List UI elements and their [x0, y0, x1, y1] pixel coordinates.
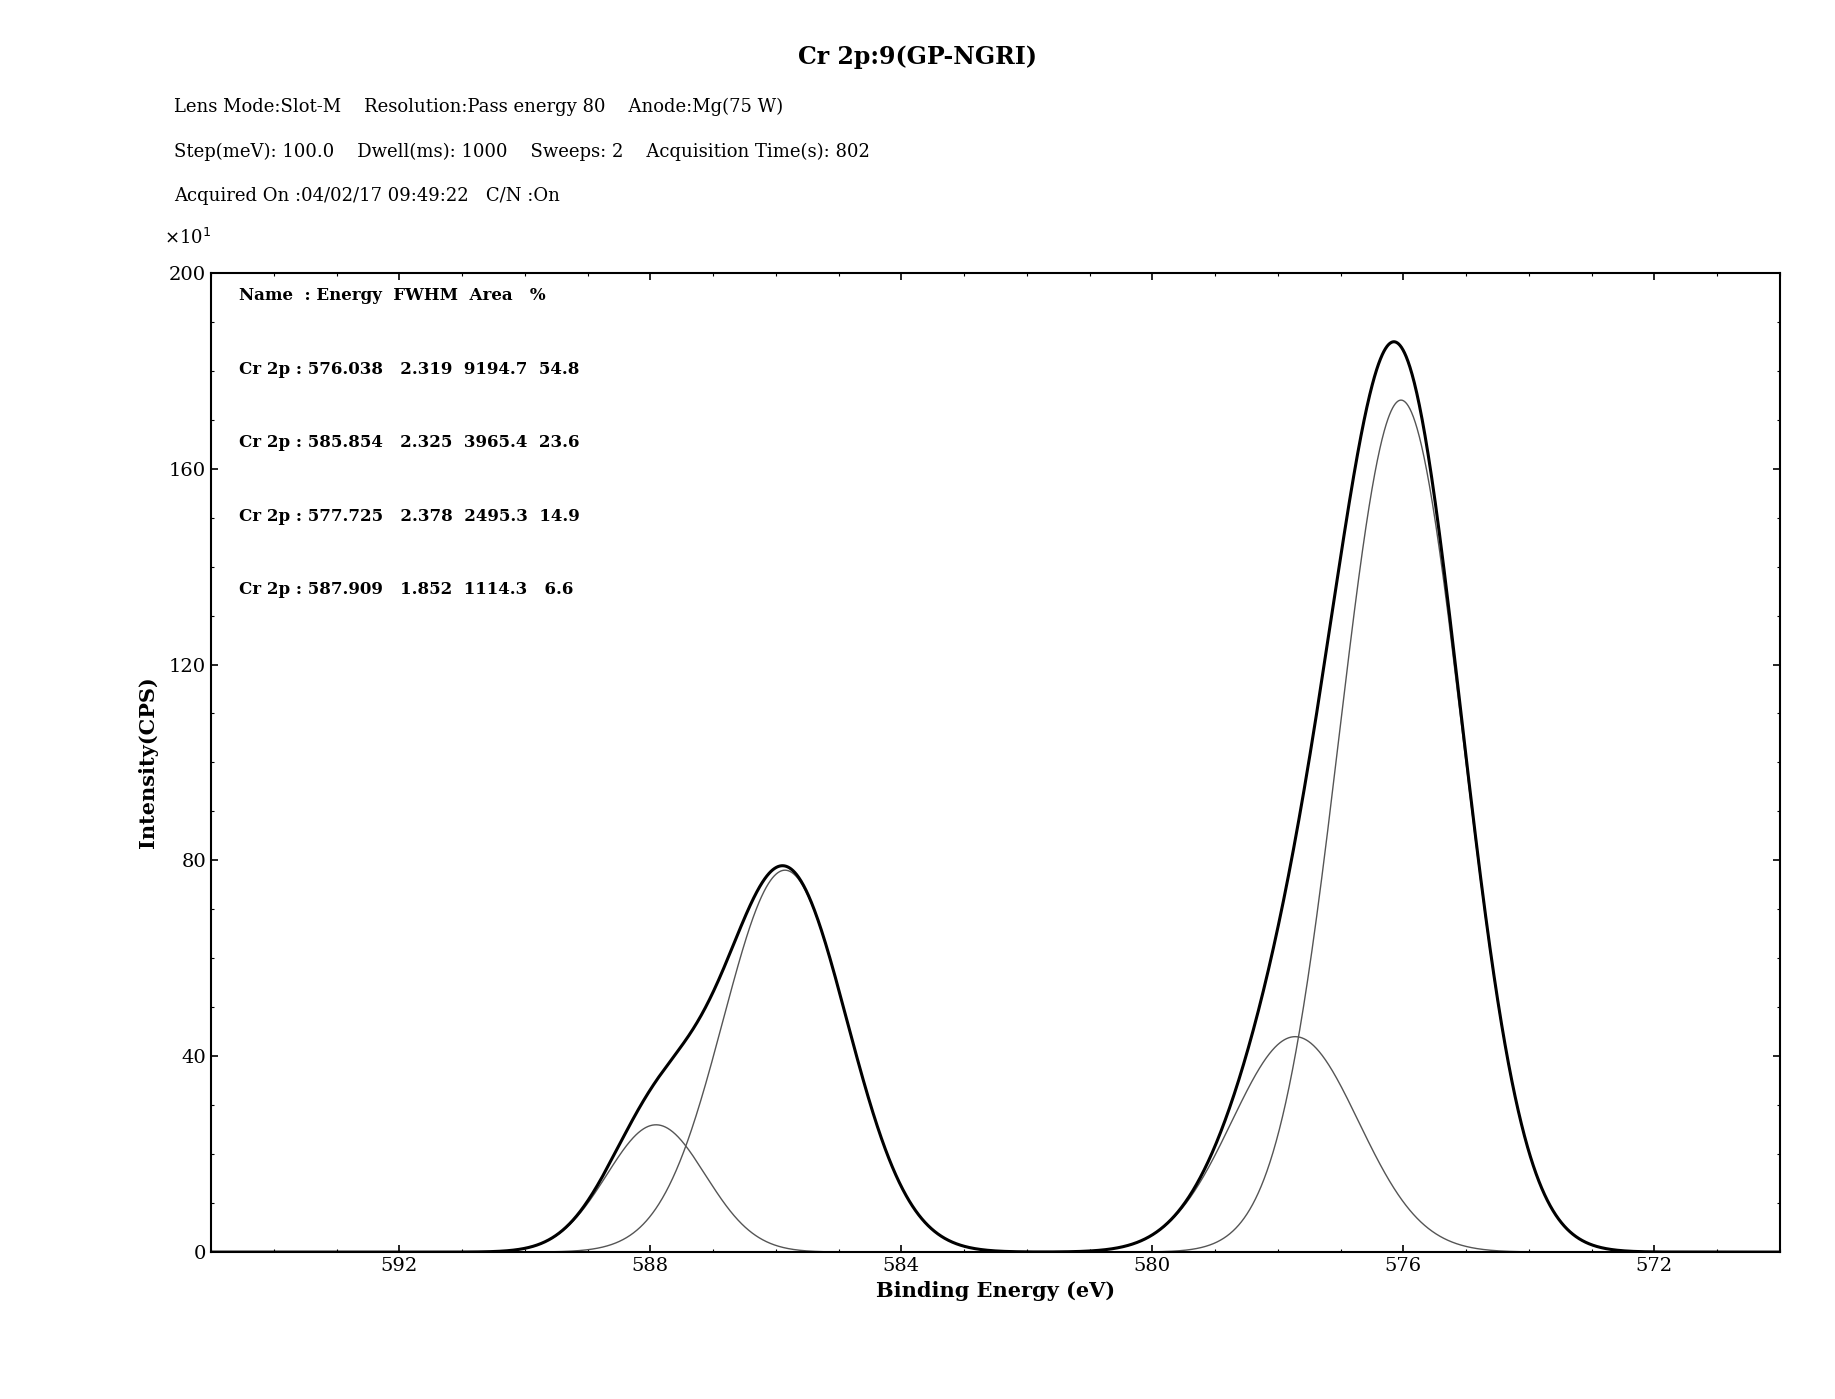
- Text: Cr 2p:9(GP-NGRI): Cr 2p:9(GP-NGRI): [798, 45, 1037, 69]
- Text: Cr 2p : 585.854   2.325  3965.4  23.6: Cr 2p : 585.854 2.325 3965.4 23.6: [239, 435, 580, 452]
- Text: Lens Mode:Slot-M    Resolution:Pass energy 80    Anode:Mg(75 W): Lens Mode:Slot-M Resolution:Pass energy …: [174, 98, 784, 116]
- Text: Cr 2p : 576.038   2.319  9194.7  54.8: Cr 2p : 576.038 2.319 9194.7 54.8: [239, 361, 580, 378]
- Text: Step(meV): 100.0    Dwell(ms): 1000    Sweeps: 2    Acquisition Time(s): 802: Step(meV): 100.0 Dwell(ms): 1000 Sweeps:…: [174, 143, 870, 161]
- Y-axis label: Intensity(CPS): Intensity(CPS): [138, 677, 158, 848]
- Text: Cr 2p : 577.725   2.378  2495.3  14.9: Cr 2p : 577.725 2.378 2495.3 14.9: [239, 508, 580, 525]
- Text: Acquired On :04/02/17 09:49:22   C/N :On: Acquired On :04/02/17 09:49:22 C/N :On: [174, 187, 560, 206]
- Text: $\times$10$^1$: $\times$10$^1$: [163, 228, 211, 249]
- Text: Name  : Energy  FWHM  Area   %: Name : Energy FWHM Area %: [239, 288, 545, 305]
- Text: Cr 2p : 587.909   1.852  1114.3   6.6: Cr 2p : 587.909 1.852 1114.3 6.6: [239, 582, 574, 599]
- X-axis label: Binding Energy (eV): Binding Energy (eV): [875, 1280, 1116, 1301]
